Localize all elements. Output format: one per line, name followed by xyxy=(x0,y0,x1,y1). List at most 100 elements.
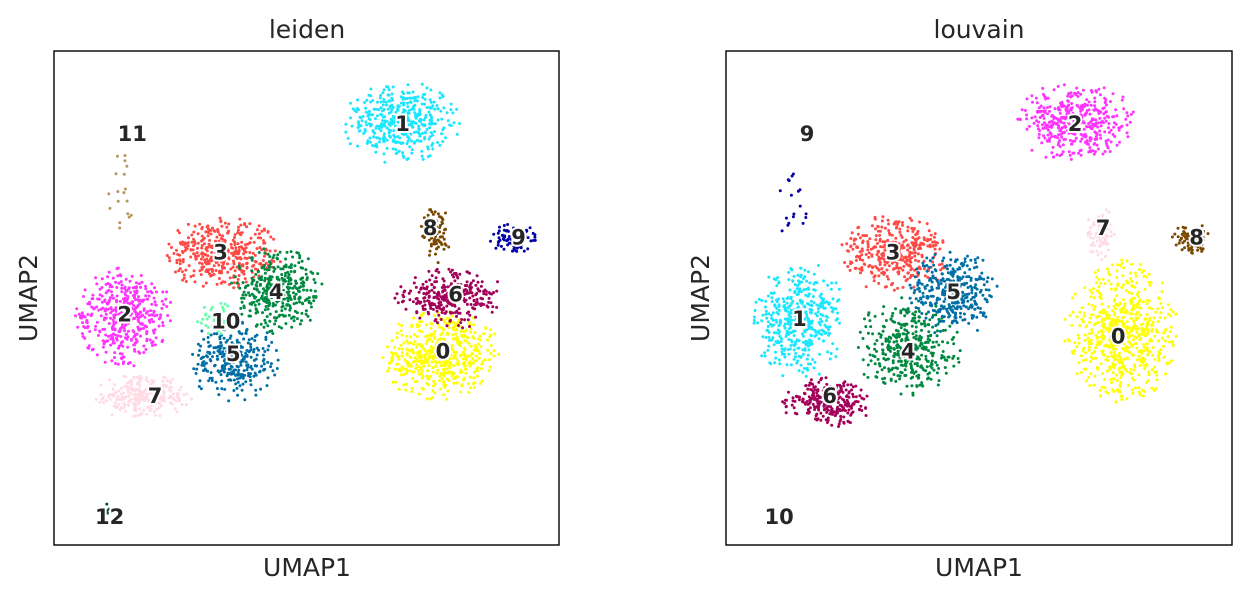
scatter-point xyxy=(471,294,475,298)
scatter-point xyxy=(1145,342,1149,346)
scatter-point xyxy=(1139,336,1143,340)
scatter-point xyxy=(243,223,247,227)
scatter-point xyxy=(222,359,226,363)
scatter-point xyxy=(385,138,389,142)
scatter-point xyxy=(400,365,404,369)
scatter-point xyxy=(895,264,899,268)
scatter-point xyxy=(1109,287,1113,291)
scatter-point xyxy=(242,290,246,294)
scatter-point xyxy=(1137,373,1141,377)
scatter-point xyxy=(268,249,272,253)
scatter-point xyxy=(254,272,258,276)
scatter-point xyxy=(803,317,807,321)
scatter-point xyxy=(205,317,209,321)
scatter-point xyxy=(1087,375,1091,379)
scatter-point xyxy=(1146,330,1150,334)
scatter-point xyxy=(1102,86,1106,90)
scatter-point xyxy=(472,323,476,327)
scatter-point xyxy=(1071,111,1075,115)
scatter-point xyxy=(268,301,271,305)
scatter-point xyxy=(160,399,164,403)
scatter-point xyxy=(227,229,231,233)
scatter-point xyxy=(1058,154,1062,158)
scatter-point xyxy=(257,274,261,278)
scatter-point xyxy=(96,333,100,337)
scatter-point xyxy=(433,330,437,333)
scatter-point xyxy=(434,223,438,227)
scatter-point xyxy=(261,311,264,315)
scatter-point xyxy=(475,359,478,363)
scatter-point xyxy=(124,277,128,281)
scatter-point xyxy=(307,296,311,300)
scatter-point xyxy=(446,300,450,304)
scatter-point xyxy=(187,264,191,268)
scatter-point xyxy=(766,294,770,298)
scatter-point xyxy=(290,325,294,329)
scatter-point xyxy=(225,374,229,378)
scatter-point xyxy=(1080,114,1084,118)
scatter-point xyxy=(293,264,297,268)
scatter-point xyxy=(266,307,270,311)
scatter-point xyxy=(265,301,269,304)
scatter-point xyxy=(885,275,889,278)
scatter-point xyxy=(181,258,185,261)
scatter-point xyxy=(203,258,207,262)
scatter-point xyxy=(804,293,808,297)
scatter-point xyxy=(423,296,427,300)
scatter-point xyxy=(91,347,95,351)
scatter-point xyxy=(1063,130,1066,134)
scatter-point xyxy=(374,142,378,146)
scatter-point xyxy=(209,371,213,375)
scatter-point xyxy=(261,353,265,357)
scatter-point xyxy=(818,352,822,356)
scatter-point xyxy=(107,507,111,511)
scatter-point xyxy=(1120,370,1124,374)
scatter-point xyxy=(1112,304,1116,308)
scatter-point xyxy=(1072,151,1076,155)
scatter-point xyxy=(1094,124,1098,127)
scatter-point xyxy=(809,339,813,343)
scatter-point xyxy=(1153,358,1157,361)
scatter-point xyxy=(932,243,936,247)
scatter-point xyxy=(412,333,416,337)
scatter-point xyxy=(192,269,196,273)
scatter-point xyxy=(132,376,136,379)
scatter-point xyxy=(436,107,440,111)
scatter-point xyxy=(304,268,308,272)
scatter-point xyxy=(255,333,259,337)
scatter-point xyxy=(1131,306,1135,310)
scatter-point xyxy=(1123,349,1127,353)
scatter-point xyxy=(151,392,155,396)
scatter-point xyxy=(1119,338,1123,342)
scatter-point xyxy=(403,129,407,133)
scatter-point xyxy=(895,262,899,265)
scatter-point xyxy=(781,297,785,301)
scatter-point xyxy=(432,379,436,383)
scatter-point xyxy=(424,280,428,284)
scatter-point xyxy=(1130,329,1134,333)
scatter-point xyxy=(473,331,477,335)
scatter-point xyxy=(440,132,444,136)
scatter-point xyxy=(805,357,809,361)
scatter-point xyxy=(1020,108,1024,112)
scatter-point xyxy=(1076,333,1080,337)
scatter-point xyxy=(227,399,231,403)
scatter-point xyxy=(148,406,152,410)
scatter-point xyxy=(309,305,313,309)
scatter-point xyxy=(292,302,296,306)
scatter-point xyxy=(1158,316,1162,319)
scatter-point xyxy=(1135,303,1139,306)
scatter-point xyxy=(293,269,297,273)
scatter-point xyxy=(182,393,186,397)
scatter-point xyxy=(1108,335,1112,339)
scatter-point xyxy=(411,106,415,109)
scatter-point xyxy=(1103,282,1107,286)
scatter-point xyxy=(139,274,143,277)
scatter-point xyxy=(1112,377,1116,381)
scatter-point xyxy=(222,261,226,265)
scatter-point xyxy=(425,342,428,346)
scatter-point xyxy=(1098,93,1102,97)
leiden-cluster-11-points xyxy=(107,154,133,230)
leiden-cluster-label-10: 10 xyxy=(211,310,240,334)
